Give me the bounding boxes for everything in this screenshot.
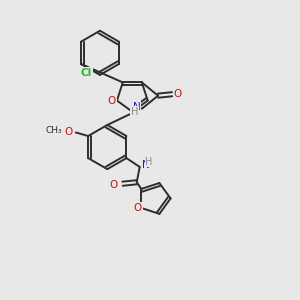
Text: H: H <box>146 157 153 166</box>
Text: O: O <box>134 203 142 213</box>
Text: CH₃: CH₃ <box>45 126 62 135</box>
Text: O: O <box>107 95 116 106</box>
Text: O: O <box>109 180 117 190</box>
Text: H: H <box>131 106 138 117</box>
Text: N: N <box>133 102 140 112</box>
Text: N: N <box>142 160 150 170</box>
Text: O: O <box>173 89 181 99</box>
Text: O: O <box>64 128 72 137</box>
Text: Cl: Cl <box>80 68 92 78</box>
